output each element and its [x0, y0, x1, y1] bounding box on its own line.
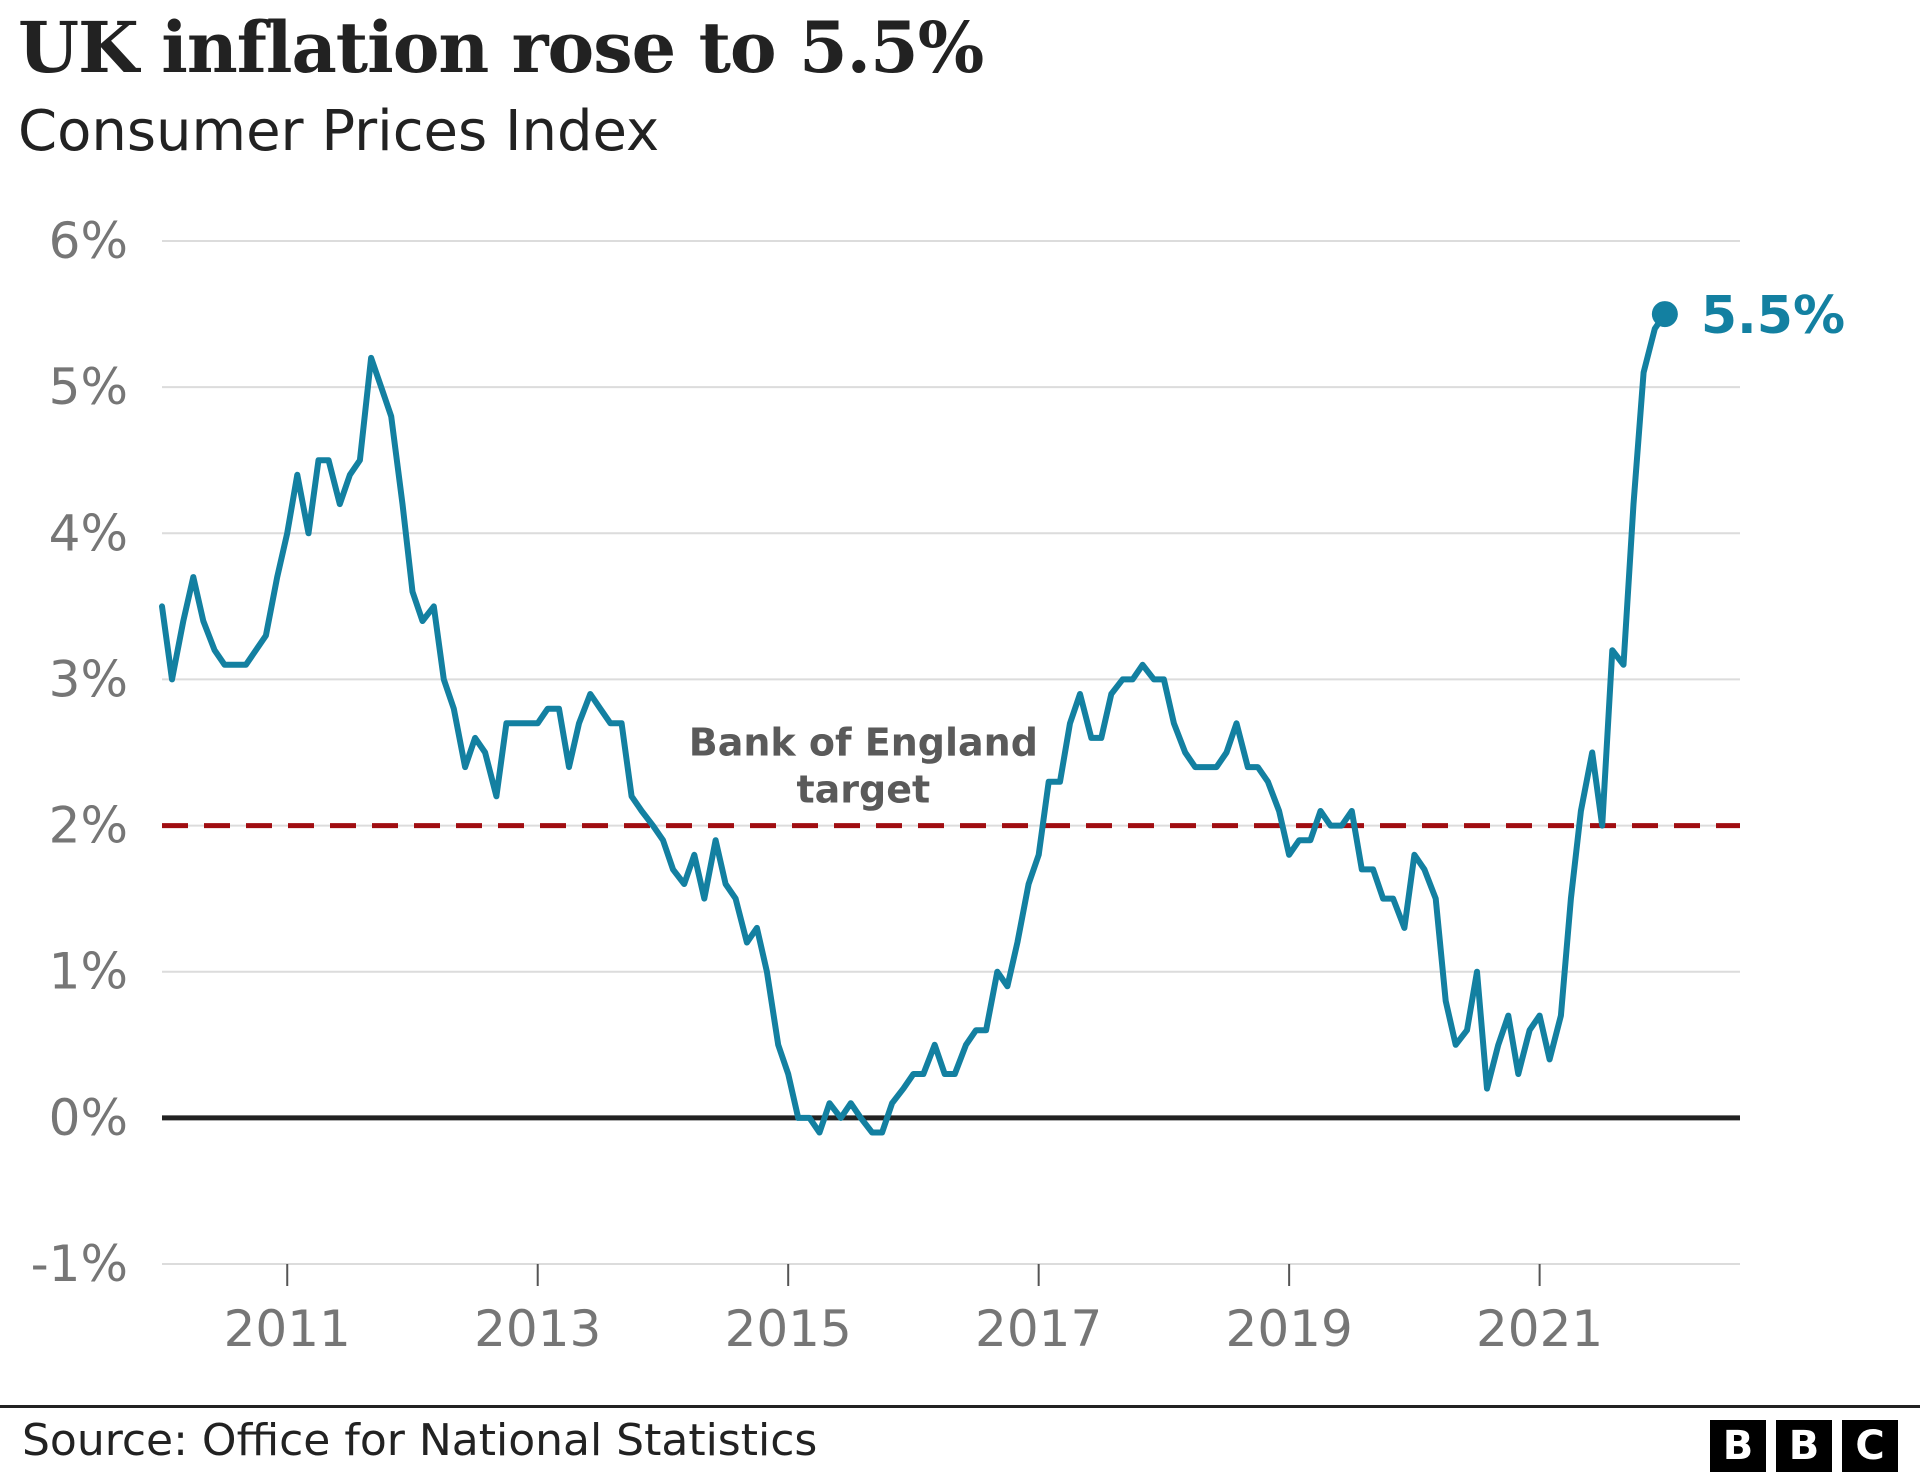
- y-tick-label: 0%: [49, 1089, 128, 1147]
- bbc-logo-block-1: B: [1710, 1420, 1766, 1472]
- y-tick-label: 4%: [49, 504, 128, 562]
- x-tick-label: 2015: [725, 1300, 852, 1358]
- target-annotation: Bank of England: [689, 721, 1038, 765]
- bbc-logo-block-2: B: [1776, 1420, 1832, 1472]
- bbc-logo: B B C: [1710, 1420, 1898, 1472]
- x-tick-label: 2019: [1226, 1300, 1353, 1358]
- line-chart: -1%0%1%2%3%4%5%6% 2011 2013 2015 2017 2019 20…: [31, 212, 1845, 1358]
- chart-subtitle: Consumer Prices Index: [18, 99, 660, 164]
- x-axis: 2011 2013 2015 2017 2019 2021: [224, 1264, 1603, 1358]
- y-tick-label: -1%: [31, 1235, 128, 1293]
- series-line: [159, 311, 1668, 1136]
- y-tick-label: 5%: [49, 358, 128, 416]
- x-tick-label: 2013: [474, 1300, 601, 1358]
- end-point-marker: [1651, 301, 1678, 328]
- series-group: 5.5%: [159, 286, 1845, 1136]
- end-value-label: 5.5%: [1701, 286, 1845, 346]
- x-tick-label: 2017: [975, 1300, 1102, 1358]
- y-tick-label: 3%: [49, 650, 128, 708]
- gridlines: [162, 240, 1740, 1265]
- chart-title: UK inflation rose to 5.5%: [18, 6, 984, 89]
- target-annotation: target: [796, 768, 930, 812]
- x-tick-label: 2011: [224, 1300, 351, 1358]
- y-axis: -1% 0% 1% 2% 3% 4% 5% 6%: [31, 212, 128, 1293]
- footer-divider: [0, 1405, 1920, 1408]
- y-tick-label: 6%: [49, 212, 128, 270]
- y-tick-label: 1%: [49, 943, 128, 1001]
- source-note: Source: Office for National Statistics: [22, 1415, 818, 1466]
- x-tick-label: 2021: [1476, 1300, 1603, 1358]
- y-tick-label: 2%: [49, 797, 128, 855]
- bbc-logo-block-3: C: [1842, 1420, 1898, 1472]
